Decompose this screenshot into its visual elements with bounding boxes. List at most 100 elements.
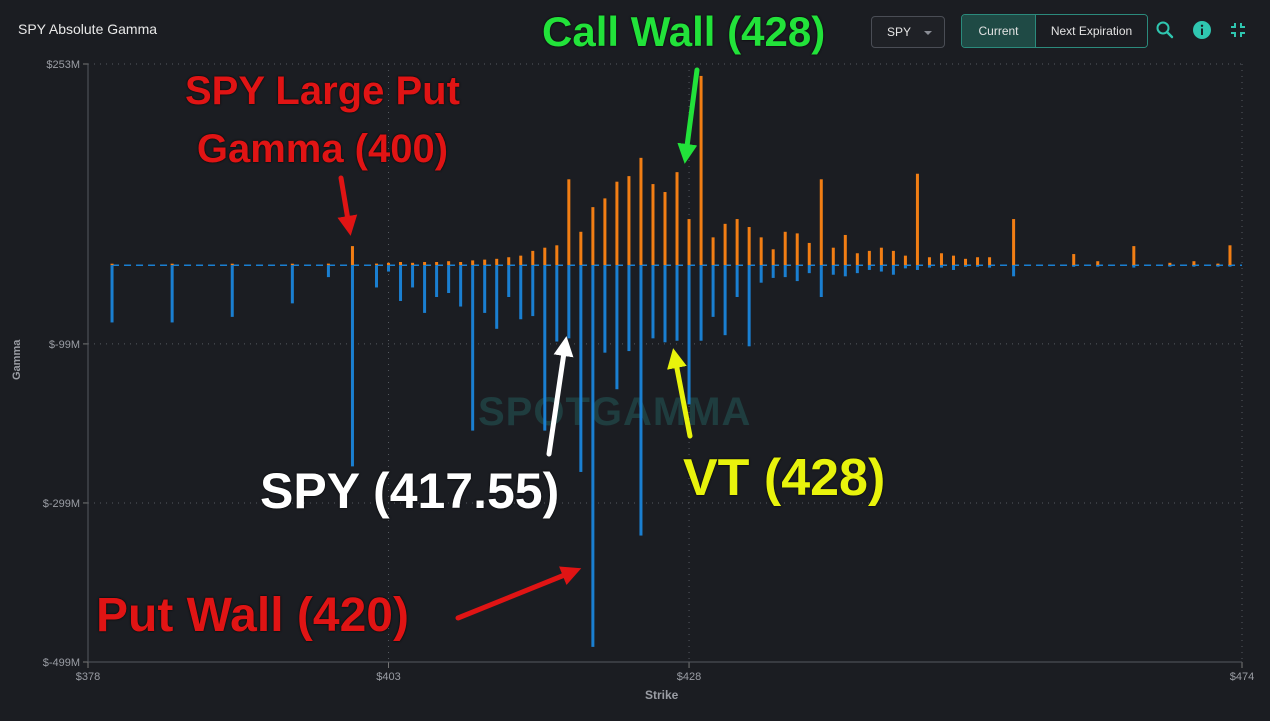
put-bar	[495, 265, 499, 329]
put-bar	[903, 265, 907, 269]
put-bar	[471, 265, 475, 431]
call-bar	[1012, 219, 1016, 266]
put-bar	[879, 265, 883, 272]
current-button[interactable]: Current	[962, 15, 1036, 47]
put-bar	[1072, 265, 1076, 267]
put-bar	[326, 265, 330, 278]
arrow-vt	[667, 348, 693, 439]
next-expiration-button[interactable]: Next Expiration	[1036, 15, 1147, 47]
chart-title: SPY Absolute Gamma	[18, 21, 158, 37]
call-bar	[771, 249, 775, 266]
y-tick-label: $-499M	[43, 657, 80, 669]
ticker-value: SPY	[887, 25, 912, 39]
call-bar	[483, 259, 487, 266]
call-bar	[435, 262, 439, 266]
annotation-arrows	[337, 67, 700, 621]
put-bar	[915, 265, 919, 270]
put-bar	[387, 265, 391, 272]
put-bar	[759, 265, 763, 283]
put-bar	[1216, 265, 1220, 267]
y-tick-label: $-299M	[43, 498, 80, 510]
chart-axes: $253M $-99M $-299M $-499M $378 $403 $428 $474	[43, 59, 1255, 683]
put-bar	[1228, 265, 1232, 267]
call-bar	[855, 253, 859, 266]
put-bar	[483, 265, 487, 313]
arrow-spy-price	[546, 336, 574, 457]
collapse-icon[interactable]	[1228, 20, 1248, 40]
put-bar	[531, 265, 535, 317]
call-bar	[411, 262, 415, 266]
call-bar	[495, 258, 499, 266]
put-bar	[615, 265, 619, 390]
put-bar	[939, 265, 943, 268]
chart-bars	[110, 75, 1242, 647]
call-bar	[507, 257, 511, 266]
call-bar	[1216, 263, 1220, 266]
call-bar	[471, 260, 475, 266]
call-bar	[915, 173, 919, 266]
call-bar	[867, 250, 871, 266]
call-bar	[1132, 246, 1136, 266]
call-bar	[350, 246, 354, 266]
put-bar	[591, 265, 595, 647]
call-bar	[651, 184, 655, 266]
put-bar	[663, 265, 667, 343]
put-bar	[447, 265, 451, 294]
annotation-vt: VT (428)	[683, 449, 886, 507]
call-bar	[891, 250, 895, 266]
call-bar	[783, 231, 787, 266]
x-tick-label: $378	[76, 671, 100, 683]
call-bar	[939, 253, 943, 266]
call-bar	[423, 262, 427, 266]
put-bar	[423, 265, 427, 313]
info-icon[interactable]	[1192, 20, 1212, 40]
x-tick-label: $474	[1230, 671, 1254, 683]
call-bar	[639, 157, 643, 266]
put-bar	[507, 265, 511, 297]
call-bar	[903, 255, 907, 266]
call-bar	[170, 263, 174, 266]
put-bar	[627, 265, 631, 352]
x-axis-label: Strike	[645, 688, 679, 702]
put-bar	[651, 265, 655, 339]
call-bar	[375, 263, 378, 266]
call-bar	[711, 237, 715, 266]
put-bar	[747, 265, 751, 347]
put-bar	[1192, 265, 1196, 267]
call-bar	[952, 255, 955, 266]
call-bar	[735, 219, 739, 266]
put-bar	[1132, 265, 1136, 268]
call-bar	[988, 257, 992, 266]
call-bar	[326, 263, 330, 266]
call-bar	[459, 262, 463, 266]
call-bar	[976, 257, 980, 266]
put-bar	[687, 265, 691, 405]
call-bar	[1192, 261, 1196, 266]
arrow-call-wall	[677, 67, 700, 164]
put-bar	[855, 265, 859, 274]
call-bar	[879, 247, 883, 266]
put-bar	[555, 265, 559, 342]
put-bar	[1096, 265, 1100, 267]
expiration-toggle: Current Next Expiration	[961, 14, 1148, 48]
put-bar	[735, 265, 739, 297]
put-bar	[723, 265, 727, 336]
search-icon[interactable]	[1155, 20, 1175, 40]
put-bar	[831, 265, 835, 275]
put-bar	[795, 265, 799, 282]
call-bar	[795, 233, 799, 266]
call-bar	[819, 179, 823, 266]
call-bar	[543, 247, 547, 266]
put-bar	[567, 265, 571, 339]
call-bar	[447, 261, 451, 266]
y-tick-label: $-99M	[49, 339, 80, 351]
call-bar	[1072, 254, 1076, 266]
put-bar	[891, 265, 895, 275]
put-bar	[230, 265, 234, 317]
ticker-dropdown[interactable]: SPY	[871, 16, 945, 48]
put-bar	[350, 265, 354, 467]
put-bar	[579, 265, 583, 472]
call-bar	[519, 255, 523, 266]
put-bar	[435, 265, 439, 297]
